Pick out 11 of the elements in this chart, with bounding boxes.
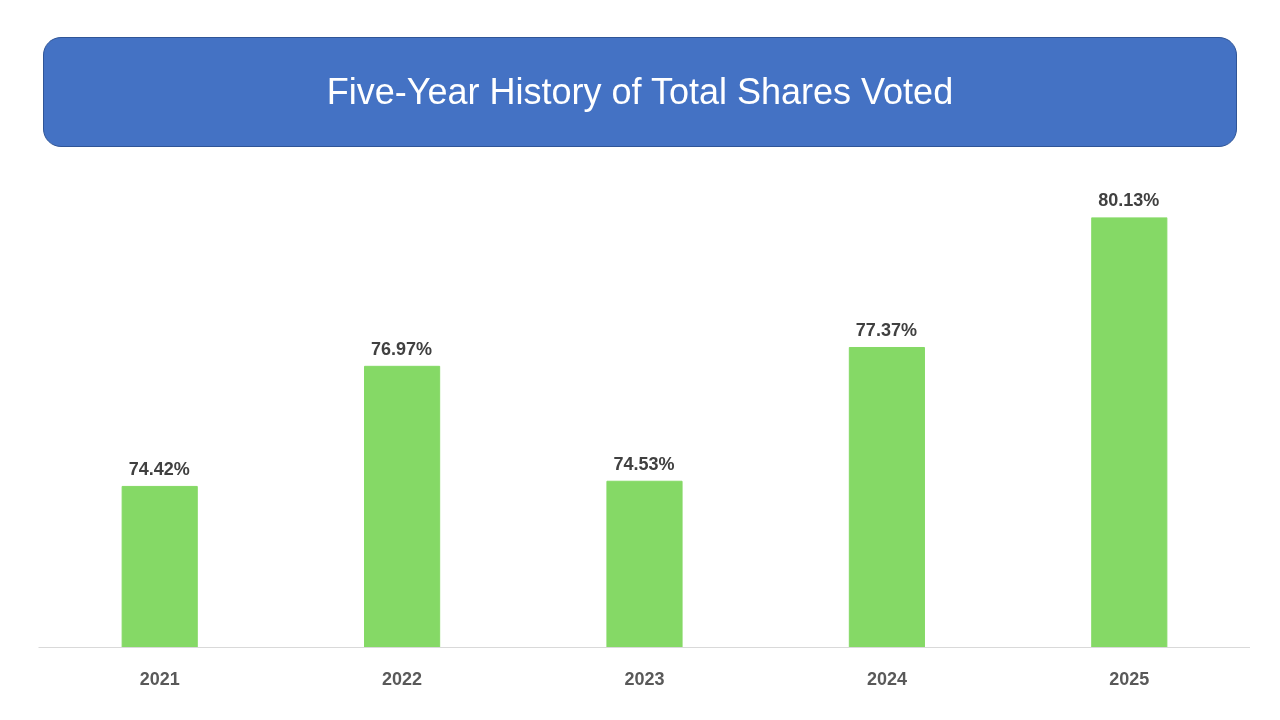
data-label: 77.37%: [855, 319, 917, 341]
x-tick-label: 2024: [866, 668, 907, 689]
data-label: 74.42%: [128, 458, 190, 480]
x-tick-label: 2023: [624, 668, 665, 689]
chart-title: Five-Year History of Total Shares Voted: [326, 70, 954, 115]
x-tick-label: 2021: [139, 668, 180, 689]
x-tick-label: 2022: [382, 668, 423, 689]
x-tick-label: 2025: [1109, 668, 1150, 689]
data-label: 76.97%: [371, 338, 433, 360]
data-label: 80.13%: [1098, 190, 1160, 211]
data-label: 74.53%: [613, 453, 675, 475]
